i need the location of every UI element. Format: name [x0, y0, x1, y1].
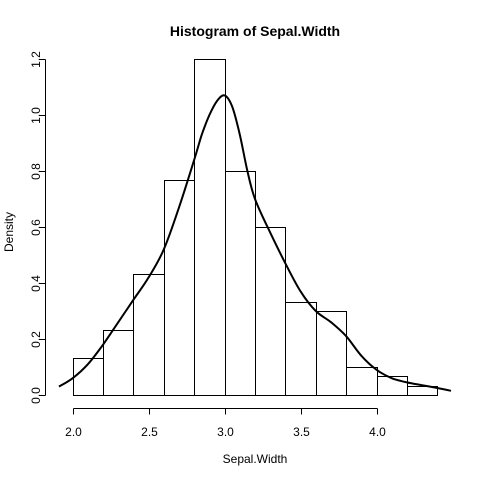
y-tick-label: 0.6 [29, 219, 43, 236]
y-tick-label: 0.0 [29, 387, 43, 404]
y-tick-label: 1.2 [29, 51, 43, 68]
x-tick-label: 2.5 [141, 425, 158, 439]
histogram-bar-10 [346, 367, 378, 396]
histogram-bars [73, 59, 438, 396]
histogram-bar-4 [164, 180, 195, 396]
y-axis-label: Density [2, 212, 16, 252]
histogram-bar-2 [103, 330, 134, 396]
x-tick-label: 3.0 [217, 425, 234, 439]
x-tick-label: 2.0 [65, 425, 82, 439]
x-tick-label: 3.5 [293, 425, 310, 439]
x-axis: 2.0 2.5 3.0 3.5 4.0 [65, 408, 386, 439]
histogram-bar-9 [316, 311, 347, 396]
histogram-bar-6 [225, 171, 256, 396]
chart-title: Histogram of Sepal.Width [170, 23, 340, 39]
histogram-bar-5 [194, 59, 226, 396]
y-tick-label: 1.0 [29, 107, 43, 124]
y-axis: 0.0 0.2 0.4 0.6 0.8 1.0 1.2 [29, 51, 46, 404]
histogram-bar-8 [285, 302, 317, 396]
y-tick-label: 0.4 [29, 275, 43, 292]
density-curve [58, 94, 452, 392]
y-tick-label: 0.8 [29, 163, 43, 180]
y-tick-label: 0.2 [29, 331, 43, 348]
histogram-bar-3 [133, 274, 165, 396]
histogram-bar-12 [407, 386, 438, 396]
x-tick-label: 4.0 [369, 425, 386, 439]
x-axis-label: Sepal.Width [223, 452, 288, 466]
